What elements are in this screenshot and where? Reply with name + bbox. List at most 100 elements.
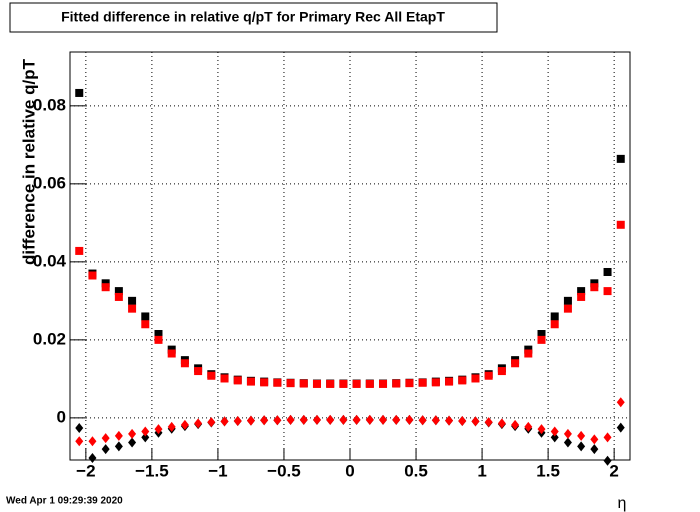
diamond-marker	[577, 441, 586, 452]
square-marker	[603, 287, 612, 296]
diamond-marker	[537, 424, 546, 435]
square-marker	[75, 88, 84, 97]
title-box	[9, 2, 498, 33]
diamond-marker	[445, 415, 454, 426]
diamond-marker	[590, 434, 599, 445]
square-marker	[379, 379, 388, 388]
x-tick-label: −1.5	[135, 461, 169, 480]
square-marker	[220, 374, 229, 383]
y-tick-label: 0	[57, 407, 66, 426]
diamond-marker	[603, 432, 612, 443]
x-tick-label: 1	[477, 461, 486, 480]
x-tick-label: −0.5	[267, 461, 301, 480]
diamond-marker	[286, 414, 295, 425]
square-marker	[365, 379, 374, 388]
diamond-marker	[497, 418, 506, 429]
square-marker	[194, 367, 203, 376]
square-marker	[563, 304, 572, 313]
square-marker	[511, 359, 520, 368]
diamond-marker	[273, 415, 282, 426]
diamond-marker	[379, 414, 388, 425]
square-marker	[114, 287, 123, 296]
diamond-marker	[577, 430, 586, 441]
square-marker	[550, 320, 559, 329]
square-marker	[418, 378, 427, 387]
square-marker	[577, 292, 586, 301]
square-marker	[114, 292, 123, 301]
square-marker	[141, 312, 150, 321]
diamond-marker	[88, 436, 97, 447]
square-marker	[537, 335, 546, 344]
square-marker	[537, 330, 546, 339]
diamond-marker	[563, 437, 572, 448]
square-marker	[550, 312, 559, 321]
diamond-marker	[603, 455, 612, 466]
diamond-marker	[101, 433, 110, 444]
diamond-marker	[75, 423, 84, 434]
diamond-marker	[101, 444, 110, 455]
x-axis-label: η	[618, 495, 627, 512]
diamond-marker	[524, 421, 533, 432]
square-marker	[207, 371, 216, 380]
diamond-marker	[590, 444, 599, 455]
x-tick-label: −2	[76, 461, 95, 480]
square-marker	[286, 379, 295, 388]
square-marker	[75, 246, 84, 255]
x-tick-label: 1.5	[536, 461, 560, 480]
y-tick-label: 0.06	[33, 173, 66, 192]
timestamp: Wed Apr 1 09:29:39 2020	[6, 496, 123, 507]
diamond-marker	[563, 428, 572, 439]
diamond-marker	[180, 419, 189, 430]
square-marker	[431, 378, 440, 387]
diamond-marker	[154, 424, 163, 435]
diamond-marker	[299, 414, 308, 425]
x-tick-label: 0.5	[404, 461, 428, 480]
diamond-marker	[88, 453, 97, 464]
diamond-marker	[365, 414, 374, 425]
square-marker	[326, 379, 335, 388]
diamond-marker	[392, 414, 401, 425]
diamond-marker	[141, 426, 150, 437]
y-tick-label: 0.04	[33, 251, 67, 270]
square-marker	[484, 371, 493, 380]
diamond-marker	[194, 418, 203, 429]
square-marker	[154, 335, 163, 344]
diamond-marker	[167, 421, 176, 432]
diamond-marker	[418, 415, 427, 426]
diamond-marker	[246, 415, 255, 426]
x-tick-label: 0	[345, 461, 354, 480]
diamond-marker	[75, 436, 84, 447]
square-marker	[458, 376, 467, 385]
diamond-marker	[207, 417, 216, 428]
diamond-marker	[616, 397, 625, 408]
square-marker	[299, 379, 308, 388]
y-tick-label: 0.08	[33, 95, 66, 114]
square-marker	[339, 379, 348, 388]
plot-frame	[69, 51, 631, 461]
diamond-marker	[312, 414, 321, 425]
diamond-marker	[550, 426, 559, 437]
square-marker	[154, 330, 163, 339]
square-marker	[603, 267, 612, 276]
square-marker	[246, 377, 255, 386]
square-marker	[497, 367, 506, 376]
diamond-marker	[141, 432, 150, 443]
diamond-marker	[511, 419, 520, 430]
square-marker	[590, 283, 599, 292]
diamond-marker	[326, 414, 335, 425]
square-marker	[577, 287, 586, 296]
square-marker	[445, 377, 454, 386]
diamond-marker	[458, 415, 467, 426]
diamond-marker	[352, 414, 361, 425]
square-marker	[616, 220, 625, 229]
square-marker	[88, 271, 97, 280]
diamond-marker	[431, 415, 440, 426]
square-marker	[563, 296, 572, 305]
y-axis-label: difference in relative q/pT	[19, 58, 38, 265]
diamond-marker	[471, 416, 480, 427]
square-marker	[128, 304, 137, 313]
square-marker	[405, 379, 414, 388]
square-marker	[101, 283, 110, 292]
x-tick-label: −1	[208, 461, 227, 480]
